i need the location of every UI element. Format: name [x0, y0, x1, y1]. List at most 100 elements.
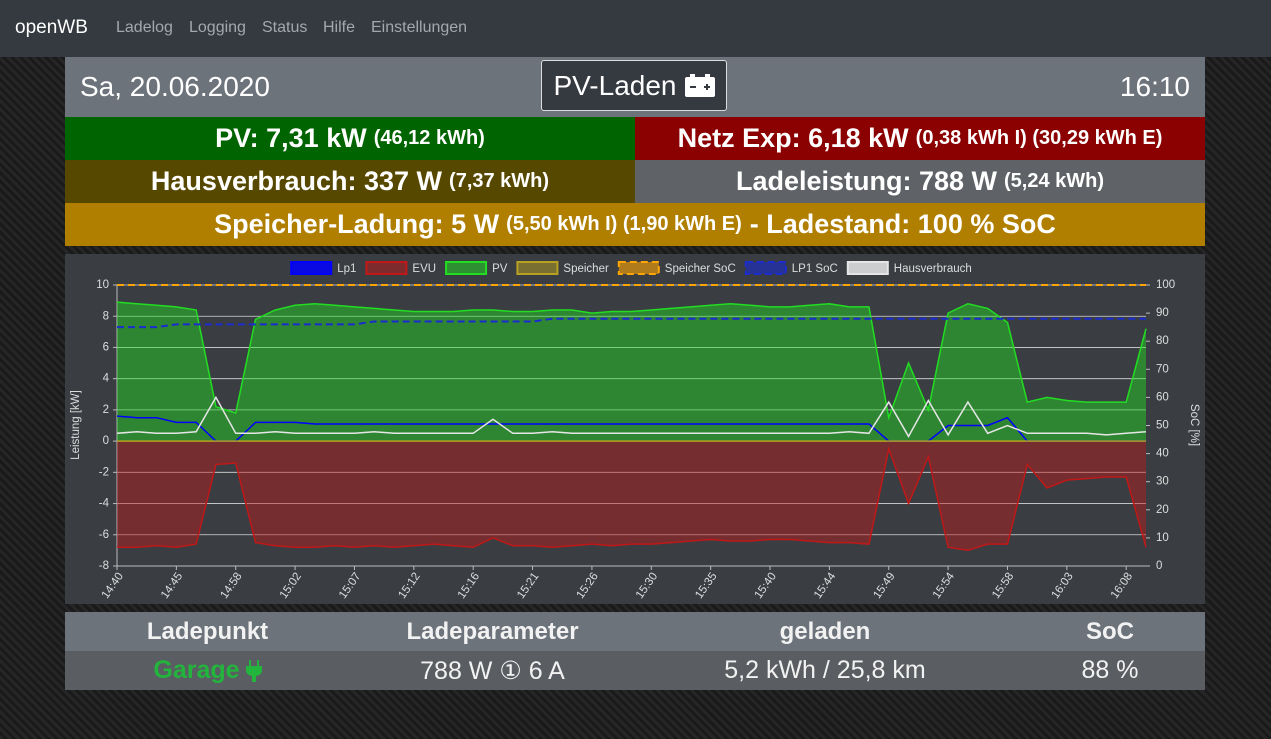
x-tick-label: 15:30 — [634, 571, 660, 601]
brand[interactable]: openWB — [15, 17, 88, 38]
pv-cell: PV: 7,31 kW (46,12 kWh) — [65, 117, 635, 160]
x-tick-label: 14:40 — [100, 571, 126, 601]
y-tick-label: 8 — [103, 310, 109, 322]
x-tick-label: 15:26 — [575, 571, 601, 601]
legend-swatch — [365, 261, 408, 275]
y2-tick-label: 30 — [1156, 476, 1169, 488]
y2-tick-label: 40 — [1156, 448, 1169, 460]
pv-detail: (46,12 kWh) — [373, 127, 485, 149]
date: Sa, 20.06.2020 — [80, 71, 270, 102]
x-tick-label: 14:58 — [218, 571, 244, 601]
y-tick-label: 2 — [103, 404, 109, 416]
y-tick-label: 0 — [103, 435, 109, 447]
netz-label: Netz Exp: 6,18 kW — [677, 123, 909, 153]
mode-button[interactable]: PV-Laden — [541, 60, 727, 111]
header-cell: geladen — [779, 617, 871, 645]
series-line — [117, 446, 1147, 552]
series-line — [116, 415, 1146, 442]
legend-label: LP1 SoC — [792, 263, 838, 275]
y-tick-label: -6 — [99, 529, 109, 541]
legend-swatch — [617, 261, 660, 275]
header-cell: Ladeparameter — [406, 617, 579, 645]
x-tick-label: 15:35 — [693, 571, 719, 601]
haus-label: Hausverbrauch: 337 W — [150, 166, 443, 196]
x-tick-label: 15:49 — [871, 571, 897, 601]
x-tick-label: 15:40 — [753, 571, 779, 601]
header-cell: Ladepunkt — [146, 617, 269, 645]
x-tick-label: 15:58 — [990, 571, 1016, 601]
y2-tick-label: 50 — [1156, 420, 1169, 432]
speicher-detail: (5,50 kWh I) (1,90 kWh E) — [506, 213, 742, 235]
y-tick-label: 10 — [96, 279, 109, 291]
y-tick-label: 6 — [103, 341, 109, 353]
nav-link[interactable]: Status — [262, 19, 308, 36]
legend-label: EVU — [412, 263, 436, 275]
legend-label: Hausverbrauch — [894, 263, 972, 275]
plug-icon — [245, 659, 262, 682]
x-tick-label: 15:16 — [456, 571, 482, 601]
legend-label: Lp1 — [337, 263, 356, 275]
legend-swatch — [445, 261, 488, 275]
ladeleistung-label: Ladeleistung: 788 W — [735, 166, 998, 196]
table: Ladepunkt Ladeparameter geladen SoC Gara… — [65, 612, 1205, 690]
netz-cell: Netz Exp: 6,18 kW (0,38 kWh I) (30,29 kWh… — [635, 117, 1205, 160]
pv-label: PV: 7,31 kW — [215, 123, 367, 153]
x-tick-label: 15:54 — [931, 570, 958, 601]
y-axis-title: Leistung [kW] — [70, 390, 82, 460]
legend-swatch — [744, 261, 787, 275]
y2-tick-label: 20 — [1156, 504, 1169, 516]
header: Sa, 20.06.2020 PV-Laden 16:10 — [65, 57, 1205, 117]
chargepoint-name: Garage — [153, 656, 240, 684]
y2-tick-label: 60 — [1156, 391, 1169, 403]
table-cell: 88 % — [1081, 656, 1139, 684]
speicher-label: Speicher-Ladung: 5 W — [214, 209, 500, 239]
x-tick-label: 15:07 — [337, 571, 363, 601]
area-fill — [117, 302, 1146, 442]
legend-label: Speicher — [563, 263, 609, 275]
x-tick-label: 15:02 — [278, 571, 304, 601]
y-tick-label: -8 — [99, 560, 109, 572]
speicher-soc: - Ladestand: 100 % SoC — [749, 209, 1056, 239]
y2-axis-title: SoC [%] — [1188, 404, 1200, 446]
table-cell: 5,2 kWh / 25,8 km — [724, 656, 926, 684]
chart-panel: Leistung [kW] SoC [%] -8 -6 -4 -2 0 2 4 6 8 10 0 10… — [65, 254, 1205, 604]
table-row: Garage 788 W ① 6 A 5,2 kWh / 25,8 km 88 … — [65, 651, 1205, 690]
y2-tick-label: 0 — [1156, 560, 1162, 572]
navbar: openWB Ladelog Logging Status Hilfe Eins… — [0, 0, 1271, 57]
x-tick-label: 15:21 — [515, 571, 541, 601]
legend-swatch — [290, 261, 333, 275]
chart: Leistung [kW] SoC [%] -8-6-4-20246810010… — [70, 261, 1200, 601]
y2-tick-label: 80 — [1156, 335, 1169, 347]
y-tick-label: -2 — [99, 466, 109, 478]
haus-detail: (7,37 kWh) — [449, 170, 550, 192]
legend-swatch — [846, 261, 889, 275]
ladeleistung-cell: Ladeleistung: 788 W (5,24 kWh) — [635, 160, 1205, 203]
time: 16:10 — [1119, 71, 1190, 102]
ladeleistung-detail: (5,24 kWh) — [1004, 170, 1105, 192]
legend-label: Speicher SoC — [665, 263, 736, 275]
y-tick-label: 4 — [103, 373, 110, 385]
series-line — [117, 317, 1146, 329]
y2-tick-label: 100 — [1156, 279, 1175, 291]
y-tick-label: -4 — [99, 498, 110, 510]
y2-tick-label: 70 — [1156, 363, 1169, 375]
series-line — [116, 395, 1147, 438]
nav-link[interactable]: Ladelog — [116, 19, 173, 36]
legend-swatch — [516, 261, 559, 275]
nav-link[interactable]: Hilfe — [323, 19, 356, 36]
haus-cell: Hausverbrauch: 337 W (7,37 kWh) — [65, 160, 635, 203]
x-tick-label: 15:44 — [812, 570, 839, 601]
area-fill — [117, 441, 1146, 551]
x-tick-label: 15:12 — [396, 571, 422, 601]
netz-detail: (0,38 kWh I) (30,29 kWh E) — [915, 127, 1163, 149]
nav-link[interactable]: Logging — [189, 19, 246, 36]
header-cell: SoC — [1086, 617, 1134, 645]
speicher-cell: Speicher-Ladung: 5 W (5,50 kWh I) (1,90 k… — [65, 203, 1205, 246]
x-tick-label: 16:08 — [1109, 571, 1135, 601]
nav-link[interactable]: Einstellungen — [371, 19, 468, 36]
chargepoint-cell[interactable]: Garage — [65, 651, 350, 690]
y2-tick-label: 10 — [1156, 532, 1169, 544]
x-tick-label: 14:45 — [159, 571, 185, 601]
legend-label: PV — [492, 263, 508, 275]
